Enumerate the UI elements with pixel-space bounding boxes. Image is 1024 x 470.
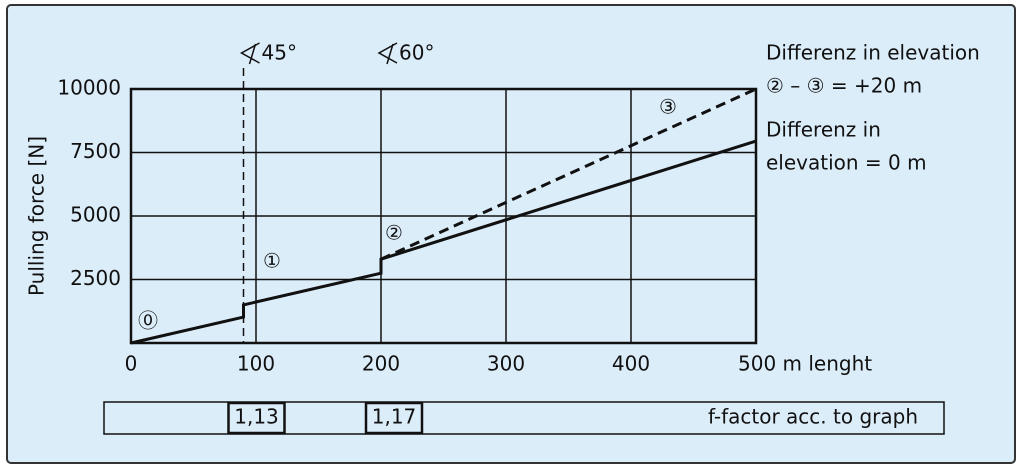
angle-icon [239,42,260,65]
note: Differenz in elevation [766,41,980,65]
x-tick-label: 0 [125,352,138,376]
point-label: ⓪ [138,309,158,333]
x-tick-label: 500 m lenght [738,352,872,376]
f-factor-bar [103,401,945,435]
point-label: ① [263,249,281,273]
note: ② – ③ = +20 m [766,74,922,98]
f-factor-box [227,401,286,435]
f-factor-box [364,401,424,435]
point-label: ③ [659,95,677,119]
f-factor-caption: f-factor acc. to graph [708,405,918,429]
x-tick-label: 400 [612,352,650,376]
y-tick-label: 10000 [57,76,121,100]
plot-frame [129,87,758,345]
panel [6,4,1016,464]
angle-label: 45° [262,41,297,65]
y-tick-label: 2500 [70,266,121,290]
point-label: ② [385,221,403,245]
y-tick-label: 5000 [70,203,121,227]
note: elevation = 0 m [766,151,927,175]
y-tick-label: 7500 [70,139,121,163]
x-tick-label: 200 [362,352,400,376]
note: Differenz in [766,118,881,142]
angle-icon [377,42,398,65]
series-line [380,87,757,261]
angle-label: 60° [399,41,434,65]
y-axis-label: Pulling force [N] [25,136,49,296]
x-tick-label: 300 [487,352,525,376]
series-line [130,139,757,345]
f-factor: 1,13 [234,405,279,429]
x-tick-label: 100 [237,352,275,376]
f-factor: 1,17 [372,405,417,429]
